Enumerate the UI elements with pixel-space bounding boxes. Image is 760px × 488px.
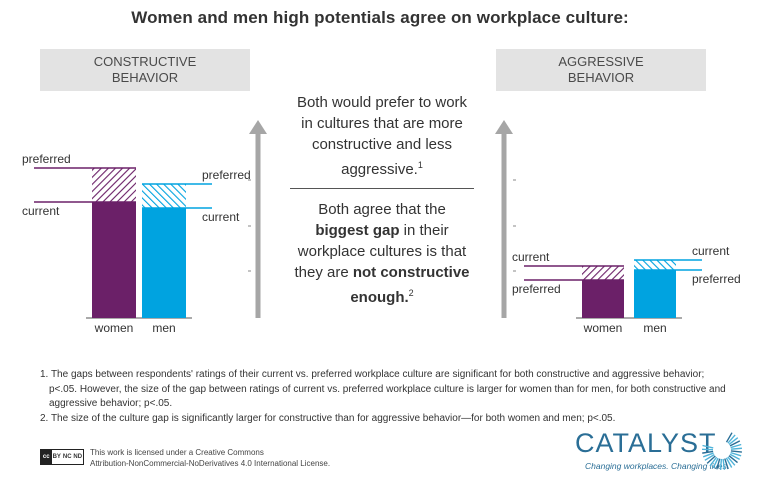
bar-women-gap bbox=[92, 168, 136, 202]
logo-ray bbox=[728, 455, 738, 464]
logo-ray bbox=[709, 456, 718, 467]
license-line-1: This work is licensed under a Creative C… bbox=[90, 448, 264, 457]
logo-ray bbox=[702, 452, 714, 458]
summary-statement-2-bold-2: not constructive enough. bbox=[350, 264, 470, 306]
x-label-women: women bbox=[583, 321, 623, 335]
logo-ray bbox=[704, 454, 715, 461]
logo-ray bbox=[729, 440, 741, 447]
cc-badge-by: BY bbox=[52, 454, 61, 460]
cc-badge-nd: ND bbox=[73, 454, 83, 460]
charts-canvas: women current preferred men current preferred… bbox=[22, 120, 741, 335]
logo-ray bbox=[728, 437, 739, 446]
logo-ray bbox=[706, 455, 716, 464]
logo-ray bbox=[716, 458, 721, 470]
catalyst-logo-mark-icon bbox=[701, 432, 742, 471]
logo-ray bbox=[712, 457, 719, 469]
x-label-men: men bbox=[152, 321, 175, 335]
logo-ray bbox=[729, 453, 740, 461]
preferred-label-women: preferred bbox=[22, 152, 71, 166]
bar-men-gap bbox=[142, 184, 186, 208]
license-text: This work is licensed under a Creative C… bbox=[90, 447, 330, 469]
logo-ray bbox=[724, 458, 729, 470]
logo-ray bbox=[725, 432, 733, 443]
aggressive-panel-header: AGGRESSIVE BEHAVIOR bbox=[496, 49, 706, 91]
y-axis-arrow-icon bbox=[495, 120, 513, 134]
license-line-2: Attribution-NonCommercial-NoDerivatives … bbox=[90, 459, 331, 468]
constructive-header-line2: BEHAVIOR bbox=[111, 70, 179, 85]
summary-statement-2-text-a: Both agree that the bbox=[318, 201, 446, 218]
catalyst-logo-tagline: Changing workplaces. Changing lives. bbox=[585, 461, 730, 471]
creative-commons-badge: cc BY NC ND bbox=[40, 449, 84, 465]
x-label-women: women bbox=[94, 321, 134, 335]
catalyst-logo-name: CATALYST bbox=[575, 428, 717, 458]
constructive-chart: women current preferred men current preferred bbox=[22, 120, 267, 335]
logo-ray bbox=[702, 444, 714, 449]
footnote-ref-2: 2 bbox=[408, 288, 414, 298]
footnote-ref-1: 1 bbox=[417, 160, 423, 170]
logo-ray bbox=[719, 458, 723, 471]
logo-ray bbox=[702, 450, 714, 454]
logo-ray bbox=[730, 443, 742, 449]
cc-badge-nc: NC bbox=[62, 454, 72, 460]
summary-statement-2-bold-1: biggest gap bbox=[315, 222, 400, 239]
current-label-women: current bbox=[512, 250, 550, 264]
logo-ray bbox=[730, 450, 742, 453]
aggressive-chart: women current preferred men current preferred bbox=[495, 120, 741, 335]
footnote-1: 1. The gaps between respondents' ratings… bbox=[40, 369, 726, 409]
footnotes: 1. The gaps between respondents' ratings… bbox=[40, 368, 730, 426]
logo-ray bbox=[722, 458, 726, 470]
logo-ray bbox=[725, 457, 733, 468]
y-axis-arrow-icon bbox=[249, 120, 267, 134]
summary-statement-1-text: Both would prefer to work in cultures th… bbox=[296, 94, 468, 178]
summary-divider bbox=[290, 188, 474, 189]
current-label-women: current bbox=[22, 204, 60, 218]
bar-men-solid bbox=[142, 208, 186, 318]
page-title: Women and men high potentials agree on w… bbox=[131, 8, 629, 27]
preferred-label-men: preferred bbox=[202, 168, 251, 182]
logo-ray bbox=[730, 451, 742, 457]
summary-statement-2-text-b: in their workplace cultures is that they… bbox=[294, 222, 467, 281]
aggressive-header-line2: BEHAVIOR bbox=[567, 70, 635, 85]
preferred-label-men: preferred bbox=[692, 272, 741, 286]
logo-ray bbox=[730, 447, 742, 450]
bar-men-solid bbox=[634, 270, 676, 318]
preferred-label-women: preferred bbox=[512, 282, 561, 296]
logo-ray bbox=[727, 434, 736, 444]
bar-women-solid bbox=[92, 202, 136, 318]
current-label-men: current bbox=[692, 244, 730, 258]
bar-women-solid bbox=[582, 280, 624, 318]
logo-ray bbox=[727, 456, 736, 466]
aggressive-header-line1: AGGRESSIVE bbox=[558, 54, 644, 69]
footnote-2: 2. The size of the culture gap is signif… bbox=[40, 412, 616, 424]
bar-men-gap bbox=[634, 260, 676, 270]
summary-statement-1: Both would prefer to work in cultures th… bbox=[290, 92, 474, 180]
constructive-header-line1: CONSTRUCTIVE bbox=[93, 54, 197, 69]
constructive-panel-header: CONSTRUCTIVE BEHAVIOR bbox=[40, 49, 250, 91]
current-label-men: current bbox=[202, 210, 240, 224]
cc-badge-mark: cc bbox=[41, 450, 52, 464]
x-label-men: men bbox=[643, 321, 666, 335]
summary-statement-2: Both agree that the biggest gap in their… bbox=[290, 199, 474, 308]
bar-women-gap bbox=[582, 266, 624, 280]
